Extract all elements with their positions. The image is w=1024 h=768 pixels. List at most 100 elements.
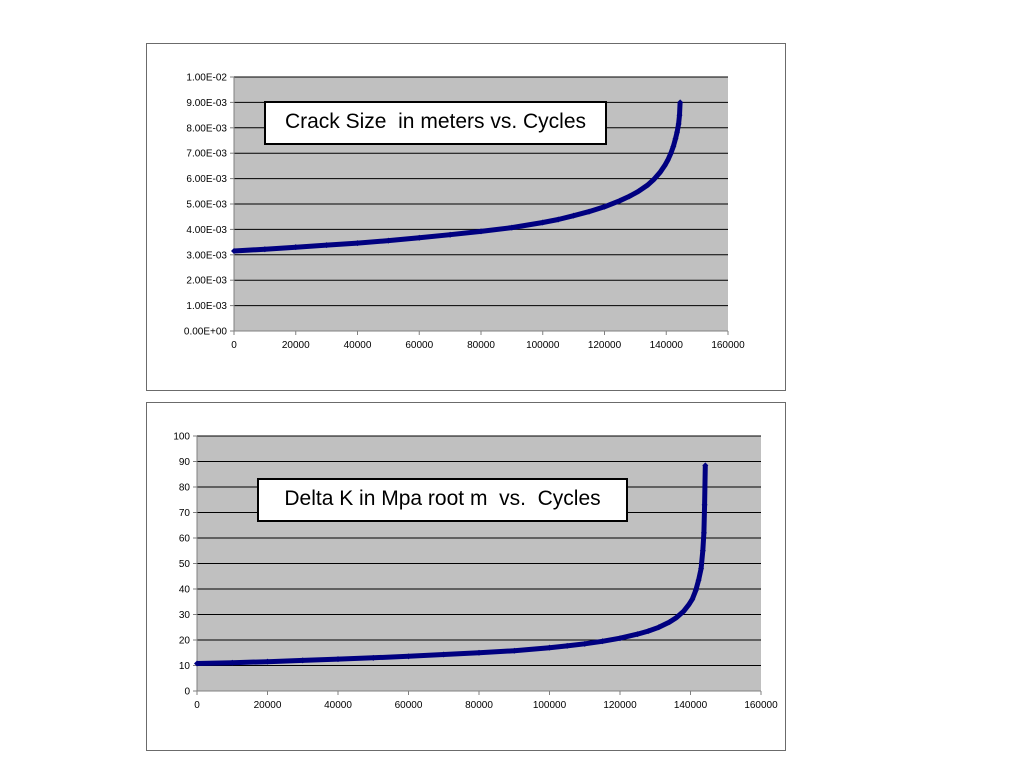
x-tick-label: 80000 <box>465 700 493 711</box>
data-point <box>699 547 706 554</box>
x-tick-label: 0 <box>231 340 237 351</box>
data-point <box>655 624 662 631</box>
data-point <box>695 577 702 584</box>
data-point <box>616 197 623 204</box>
data-point <box>701 501 708 508</box>
data-point <box>676 112 683 119</box>
x-tick-label: 160000 <box>744 700 778 711</box>
y-tick-label: 1.00E-02 <box>186 73 227 84</box>
data-point <box>689 596 696 603</box>
y-tick-label: 60 <box>179 534 191 545</box>
data-point <box>702 462 709 469</box>
data-point <box>599 638 606 645</box>
y-tick-label: 100 <box>173 432 190 443</box>
data-point <box>546 644 553 651</box>
data-point <box>229 659 236 666</box>
data-point <box>680 608 687 615</box>
y-tick-label: 1.00E-03 <box>186 301 227 312</box>
data-point <box>635 188 642 195</box>
x-tick-label: 160000 <box>711 340 745 351</box>
data-point <box>581 640 588 647</box>
y-tick-label: 50 <box>179 559 191 570</box>
x-tick-label: 140000 <box>674 700 708 711</box>
y-tick-label: 9.00E-03 <box>186 98 227 109</box>
data-point <box>335 656 341 663</box>
chart-title: Crack Size in meters vs. Cycles <box>264 101 607 145</box>
data-point <box>264 658 271 665</box>
x-tick-label: 40000 <box>324 700 352 711</box>
data-point <box>667 150 674 157</box>
y-tick-label: 40 <box>179 585 191 596</box>
x-tick-label: 60000 <box>405 340 433 351</box>
data-point <box>385 237 392 244</box>
data-point <box>650 176 657 183</box>
data-point <box>626 193 633 200</box>
x-tick-label: 100000 <box>533 700 567 711</box>
data-point <box>685 601 692 608</box>
data-point <box>194 660 200 667</box>
y-tick-label: 6.00E-03 <box>186 174 227 185</box>
data-point <box>666 619 673 626</box>
y-tick-label: 4.00E-03 <box>186 225 227 236</box>
delta-k-chart-svg: 0 10 20 30 40 50 60 70 80 90 100 0 20000 40000 60000 80… <box>173 432 778 712</box>
crack-size-chart: 0.00E+00 1.00E-03 2.00E-03 3.00E-03 4.00E-03… <box>146 43 786 391</box>
data-point <box>700 529 707 536</box>
y-tick-label: 2.00E-03 <box>186 276 227 287</box>
data-point <box>447 231 454 238</box>
y-tick-label: 20 <box>179 636 191 647</box>
data-point <box>511 647 518 654</box>
y-tick-label: 80 <box>179 483 191 494</box>
y-tick-label: 0 <box>184 687 190 698</box>
data-point <box>677 99 684 106</box>
data-point <box>670 143 677 150</box>
x-tick-label: 120000 <box>588 340 622 351</box>
delta-k-chart: 0 10 20 30 40 50 60 70 80 90 100 0 20000 40000 60000 80… <box>146 402 786 751</box>
data-point <box>645 628 652 635</box>
data-point <box>644 181 651 188</box>
data-point <box>634 631 641 638</box>
data-point <box>601 203 608 210</box>
y-tick-label: 30 <box>179 610 191 621</box>
data-point <box>231 247 237 254</box>
data-point <box>586 208 593 215</box>
crack-size-chart-svg: 0.00E+00 1.00E-03 2.00E-03 3.00E-03 4.00E-03… <box>184 73 745 352</box>
data-point <box>299 657 306 664</box>
x-tick-label: 20000 <box>254 700 282 711</box>
data-point <box>478 228 484 235</box>
y-tick-label: 3.00E-03 <box>186 250 227 261</box>
data-point <box>675 120 682 127</box>
data-point <box>416 234 423 241</box>
y-tick-label: 70 <box>179 508 191 519</box>
x-tick-label: 120000 <box>603 700 637 711</box>
data-point <box>476 649 482 656</box>
data-point <box>261 246 268 253</box>
data-point <box>354 240 361 247</box>
chart-title: Delta K in Mpa root m vs. Cycles <box>257 478 628 522</box>
data-point <box>674 129 681 136</box>
x-tick-label: 0 <box>194 700 200 711</box>
data-point <box>370 654 377 661</box>
data-point <box>440 651 447 658</box>
data-point <box>508 224 515 231</box>
data-point <box>664 157 671 164</box>
data-point <box>292 244 299 251</box>
data-point <box>405 653 412 660</box>
x-tick-label: 80000 <box>467 340 495 351</box>
data-point <box>564 642 571 649</box>
data-point <box>570 212 577 219</box>
data-point <box>323 242 330 249</box>
y-tick-label: 10 <box>179 661 191 672</box>
y-tick-label: 7.00E-03 <box>186 149 227 160</box>
y-tick-label: 5.00E-03 <box>186 200 227 211</box>
x-tick-label: 100000 <box>526 340 560 351</box>
data-point <box>617 635 623 642</box>
x-tick-label: 60000 <box>395 700 423 711</box>
data-point <box>539 219 546 226</box>
data-point <box>673 614 680 621</box>
data-point <box>692 587 699 594</box>
data-point <box>698 565 705 572</box>
x-tick-label: 140000 <box>650 340 684 351</box>
y-tick-label: 90 <box>179 457 191 468</box>
x-tick-label: 20000 <box>282 340 310 351</box>
data-point <box>661 162 668 169</box>
